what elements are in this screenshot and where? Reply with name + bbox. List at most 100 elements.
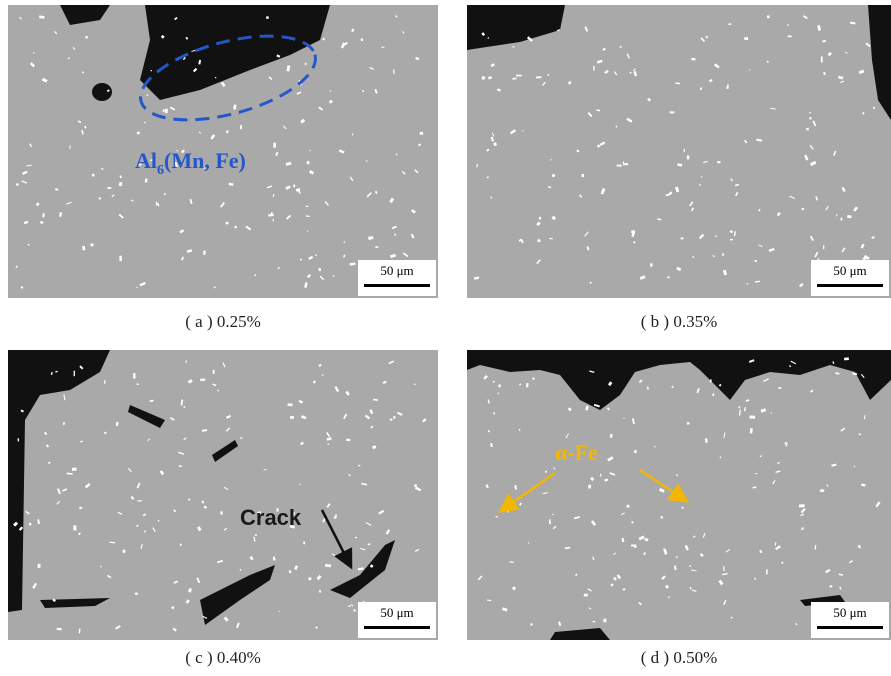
speck <box>516 75 522 77</box>
speck <box>85 36 88 39</box>
speck <box>862 112 864 114</box>
speck <box>821 57 823 63</box>
scale-bar <box>817 626 883 629</box>
speck <box>691 58 695 61</box>
speck <box>57 628 62 631</box>
panels: ( a ) 0.25% ( b ) 0.35% ( c ) 0.40% ( d ) 0… <box>8 5 891 667</box>
scale-bar-label: 50 μm <box>380 605 413 620</box>
speck <box>300 259 302 261</box>
speck <box>614 577 617 580</box>
speck <box>744 37 748 40</box>
speck <box>393 70 394 74</box>
speck <box>308 577 311 580</box>
speck <box>82 246 85 251</box>
speck <box>840 218 842 221</box>
speck <box>820 490 824 492</box>
speck <box>754 578 756 580</box>
speck <box>767 15 770 18</box>
speck <box>588 485 591 489</box>
speck <box>582 174 584 177</box>
speck <box>346 439 350 442</box>
speck <box>273 143 276 148</box>
speck <box>395 15 397 17</box>
speck <box>650 263 652 266</box>
speck <box>687 422 690 425</box>
speck <box>99 197 101 199</box>
speck <box>600 474 601 477</box>
speck <box>531 623 533 625</box>
speck <box>119 256 121 261</box>
scale-bar-label: 50 μm <box>833 605 866 620</box>
speck <box>420 132 424 135</box>
caption: ( d ) 0.50% <box>641 648 717 667</box>
speck <box>778 387 781 389</box>
speck <box>90 243 93 246</box>
speck <box>327 444 329 445</box>
caption: ( a ) 0.25% <box>185 312 261 331</box>
speck <box>358 465 360 467</box>
speck <box>226 222 229 225</box>
speck <box>844 357 849 360</box>
speck <box>699 184 701 185</box>
speck <box>305 63 307 65</box>
speck <box>754 260 757 262</box>
speck <box>393 416 395 418</box>
speck <box>755 473 757 474</box>
annotation: Crack <box>240 505 302 530</box>
speck <box>131 497 134 499</box>
speck <box>620 46 622 48</box>
speck <box>333 275 335 277</box>
speck <box>539 217 541 220</box>
annotation-base: Al <box>135 148 157 173</box>
speck <box>684 149 685 152</box>
scale-bar-label: 50 μm <box>380 263 413 278</box>
speck <box>802 527 803 529</box>
speck <box>220 511 223 515</box>
speck <box>522 130 523 131</box>
speck <box>823 245 824 249</box>
speck <box>371 237 373 239</box>
speck <box>104 380 105 384</box>
speck <box>72 468 77 471</box>
caption: ( c ) 0.40% <box>185 648 261 667</box>
speck <box>288 403 293 406</box>
speck <box>549 238 552 240</box>
speck <box>16 183 19 185</box>
speck <box>74 371 75 377</box>
speck <box>809 117 811 120</box>
speck <box>681 237 684 239</box>
speck <box>73 525 76 530</box>
speck <box>584 594 588 597</box>
annotation-rest: (Mn, Fe) <box>164 148 246 173</box>
speck <box>672 386 674 388</box>
scale-bar-label: 50 μm <box>833 263 866 278</box>
speck <box>137 500 142 501</box>
speck <box>670 111 675 113</box>
speck <box>603 619 606 623</box>
speck <box>375 246 378 248</box>
speck <box>526 383 529 387</box>
scale-bar <box>817 284 883 287</box>
speck <box>715 236 717 237</box>
speck <box>303 542 305 545</box>
scale-bar <box>364 626 430 629</box>
speck <box>717 161 720 163</box>
speck <box>749 416 755 419</box>
speck <box>266 16 269 19</box>
speck <box>536 76 541 78</box>
speck <box>306 206 309 208</box>
speck <box>136 383 138 385</box>
speck <box>38 564 41 568</box>
speck <box>801 208 804 210</box>
speck <box>156 203 159 205</box>
speck <box>617 165 622 167</box>
speck <box>213 370 215 374</box>
speck <box>690 587 692 589</box>
speck <box>137 131 140 134</box>
speck <box>676 556 677 558</box>
caption: ( b ) 0.35% <box>641 312 717 331</box>
speck <box>133 373 135 378</box>
speck <box>799 504 805 507</box>
speck <box>135 593 138 595</box>
speck <box>18 438 19 441</box>
